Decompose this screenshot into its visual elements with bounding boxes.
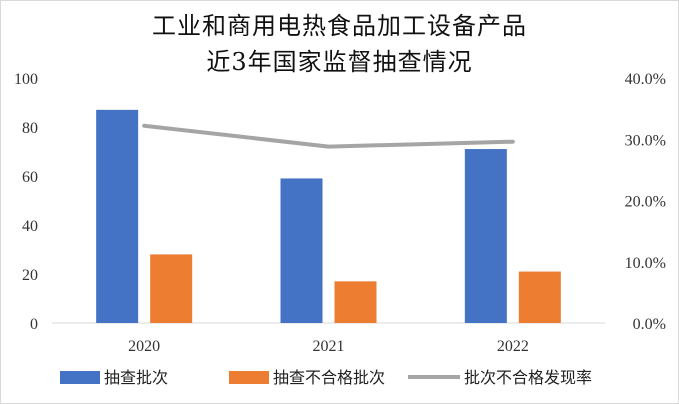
left-axis-tick-label: 0 — [30, 316, 38, 333]
left-axis-tick-label: 100 — [14, 71, 38, 88]
right-axis-tick-label: 30.0% — [625, 132, 666, 149]
right-axis-tick-label: 20.0% — [625, 194, 666, 211]
left-axis-tick-label: 80 — [22, 120, 38, 137]
bar-failed-2022 — [518, 271, 561, 323]
left-axis-tick-label: 60 — [22, 169, 38, 186]
right-axis-tick-label: 10.0% — [625, 255, 666, 272]
x-axis-tick-label: 2020 — [128, 338, 160, 355]
bar-failed-2021 — [334, 281, 377, 323]
bar-sampled-2021 — [280, 178, 323, 323]
chart-title-line-1: 工业和商用电热食品加工设备产品 — [152, 12, 527, 40]
legend-swatch-1 — [229, 371, 269, 384]
legend-label-2: 批次不合格发现率 — [464, 368, 592, 387]
x-axis-tick-label: 2021 — [313, 338, 345, 355]
bar-sampled-2022 — [464, 149, 507, 323]
left-axis-tick-label: 20 — [22, 267, 38, 284]
right-axis-tick-label: 40.0% — [625, 71, 666, 88]
right-axis-tick-label: 0.0% — [633, 316, 666, 333]
legend-label-0: 抽查批次 — [104, 368, 168, 387]
line-failure-rate — [142, 123, 515, 149]
bar-failed-2020 — [150, 254, 193, 323]
x-axis-tick-label: 2022 — [497, 338, 529, 355]
legend-swatch-0 — [60, 371, 100, 384]
bar-sampled-2020 — [96, 109, 139, 323]
chart-title-line-2: 近3年国家监督抽查情况 — [206, 48, 473, 76]
legend-label-1: 抽查不合格批次 — [273, 368, 385, 387]
left-axis-tick-label: 40 — [22, 218, 38, 235]
